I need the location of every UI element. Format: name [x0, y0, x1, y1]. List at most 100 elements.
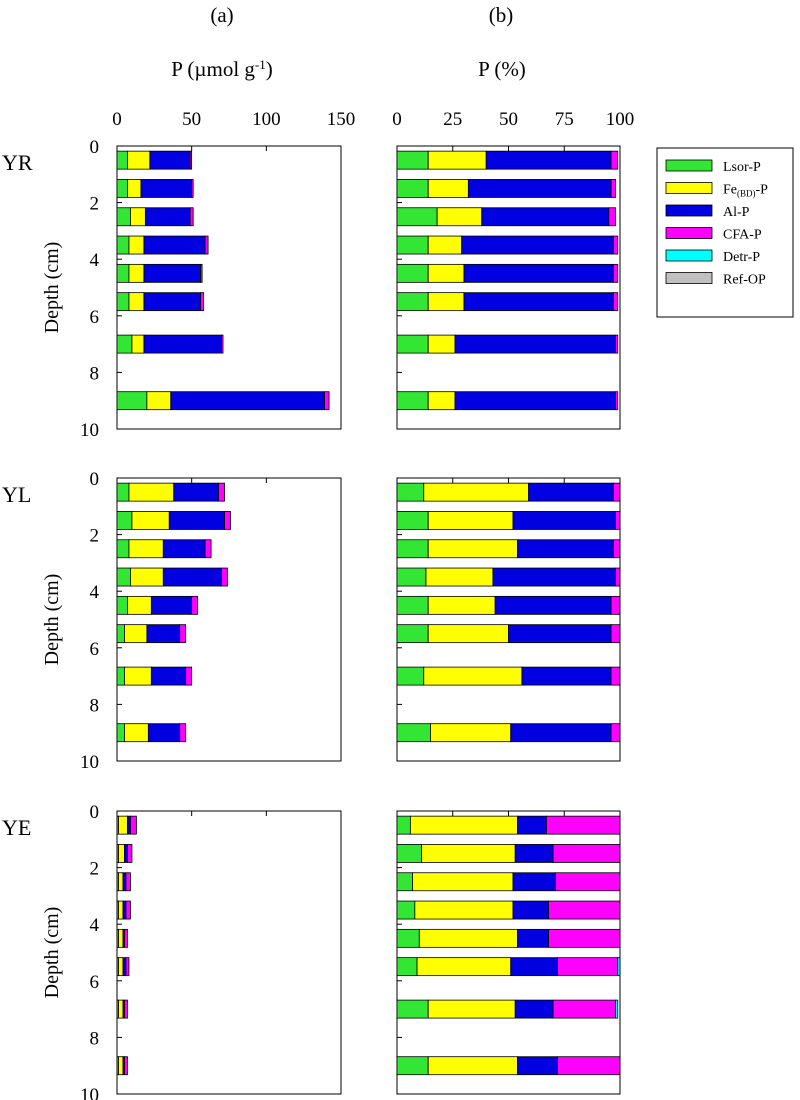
bar-segment-percent-fe-bd-p — [425, 567, 494, 587]
bar-segment-absolute-cfa-p — [200, 292, 205, 312]
bar-segment-percent-al-p — [528, 482, 614, 502]
bar-segment-percent-fe-bd-p — [427, 1056, 518, 1076]
bar-segment-percent-fe-bd-p — [427, 539, 518, 559]
bar-segment-absolute-cfa-p — [179, 723, 187, 743]
depth-tick-label: 2 — [90, 526, 100, 547]
bar-segment-percent-lsor-p — [396, 482, 425, 502]
bar-segment-percent-cfa-p — [610, 666, 621, 686]
depth-tick-label: 0 — [90, 137, 100, 158]
bar-segment-percent-lsor-p — [396, 511, 429, 530]
site-panel-ye: YE Depth (cm) 0 2 4 6 8 10 — [2, 802, 621, 1100]
bar-segment-percent-fe-bd-p — [427, 150, 487, 170]
bar-segment-absolute-fe-bd-p — [118, 872, 124, 892]
bar-segment-percent-fe-bd-p — [416, 957, 512, 977]
bar-segment-absolute-al-p — [168, 511, 225, 530]
bar-segment-percent-lsor-p — [396, 666, 425, 686]
depth-tick-label: 6 — [90, 307, 100, 328]
bar-segment-absolute-fe-bd-p — [131, 334, 145, 354]
bar-segment-absolute-al-p — [173, 482, 219, 502]
bar-segment-percent-cfa-p — [615, 567, 621, 587]
x-tick-label-pct: 75 — [555, 109, 574, 130]
bar-segment-percent-al-p — [514, 999, 554, 1019]
bar-segment-percent-lsor-p — [396, 900, 416, 920]
panel-a-title-main: P ( — [171, 57, 194, 81]
bar-segment-percent-cfa-p — [615, 334, 619, 354]
bar-segment-percent-al-p — [521, 666, 612, 686]
bar-segment-percent-cfa-p — [610, 595, 621, 615]
bar-segment-percent-cfa-p — [557, 957, 619, 977]
depth-axis-title: Depth (cm) — [41, 242, 63, 334]
bar-segment-percent-al-p — [463, 263, 614, 283]
bar-segment-percent-lsor-p — [396, 595, 429, 615]
bar-segment-absolute-fe-bd-p — [127, 179, 142, 198]
bar-segment-percent-cfa-p — [610, 179, 616, 198]
legend: Lsor-P Fe(BD)-P Al-P CFA-P Detr-P Ref-OP — [656, 147, 794, 318]
bar-segment-absolute-cfa-p — [224, 511, 231, 530]
bar-segment-percent-al-p — [454, 334, 616, 354]
bar-segment-percent-fe-bd-p — [427, 263, 465, 283]
bar-segment-percent-lsor-p — [396, 844, 422, 863]
bar-segment-percent-fe-bd-p — [427, 179, 469, 198]
legend-label: Al-P — [723, 205, 750, 220]
bar-segment-absolute-al-p — [170, 391, 325, 411]
bar-segment-absolute-al-p — [122, 957, 127, 977]
depth-tick-label: 4 — [90, 915, 100, 936]
panel-a-title-close: ) — [266, 57, 273, 81]
legend-label: Ref-OP — [723, 273, 766, 288]
depth-tick-label: 10 — [80, 1085, 99, 1100]
bar-segment-percent-lsor-p — [396, 235, 429, 255]
bar-segment-absolute-al-p — [143, 334, 222, 354]
bar-segment-absolute-fe-bd-p — [118, 1056, 124, 1076]
bar-segment-percent-al-p — [514, 844, 554, 863]
bar-segment-absolute-al-p — [149, 150, 191, 170]
x-tick-labels-absolute: 0 50 100 150 — [112, 109, 355, 130]
bar-segment-percent-fe-bd-p — [418, 928, 518, 948]
bar-segment-percent-lsor-p — [396, 872, 414, 892]
bar-segment-absolute-cfa-p — [124, 999, 128, 1019]
depth-tick-label: 10 — [80, 420, 99, 441]
legend-label: CFA-P — [723, 228, 762, 243]
legend-label: Detr-P — [723, 250, 760, 265]
bar-segment-percent-cfa-p — [552, 844, 621, 863]
plot-frame-absolute — [116, 145, 342, 430]
bar-segment-percent-fe-bd-p — [427, 391, 456, 411]
bar-segment-absolute-lsor-p — [116, 539, 130, 559]
bar-segment-percent-al-p — [485, 150, 612, 170]
depth-tick-label: 10 — [80, 752, 99, 773]
bar-segment-absolute-lsor-p — [116, 150, 128, 170]
bar-segment-percent-fe-bd-p — [427, 511, 514, 530]
legend-label-fe-tail: -P — [756, 183, 769, 198]
bar-segment-percent-fe-bd-p — [412, 872, 514, 892]
depth-tick-label: 2 — [90, 859, 100, 880]
bar-segment-percent-lsor-p — [396, 207, 438, 227]
legend-label-fe: Fe — [723, 183, 737, 198]
bar-segment-absolute-fe-bd-p — [127, 595, 152, 615]
bar-segment-percent-lsor-p — [396, 999, 429, 1019]
bar-segment-absolute-al-p — [140, 179, 193, 198]
bar-segment-absolute-fe-bd-p — [128, 292, 145, 312]
bar-segment-absolute-al-p — [162, 567, 222, 587]
bar-segment-absolute-cfa-p — [221, 334, 224, 354]
bar-segment-percent-lsor-p — [396, 624, 429, 644]
bar-segment-percent-al-p — [481, 207, 610, 227]
bar-segment-percent-cfa-p — [615, 391, 619, 411]
bar-segment-absolute-cfa-p — [185, 666, 193, 686]
site-panel-yl: YL Depth (cm) 0 2 4 6 8 10 — [2, 469, 621, 773]
bar-segment-percent-al-p — [510, 723, 612, 743]
bar-segment-absolute-cfa-p — [179, 624, 187, 644]
bar-segment-percent-al-p — [517, 815, 547, 835]
bar-segment-percent-cfa-p — [612, 235, 619, 255]
bar-segment-absolute-cfa-p — [204, 539, 212, 559]
bar-segment-absolute-cfa-p — [218, 482, 225, 502]
bar-segment-percent-fe-bd-p — [423, 666, 523, 686]
bar-segment-absolute-cfa-p — [125, 872, 131, 892]
bar-segment-percent-al-p — [512, 511, 616, 530]
bar-segment-absolute-al-p — [122, 872, 127, 892]
x-tick-label-abs: 100 — [252, 109, 281, 130]
bar-segment-absolute-fe-bd-p — [118, 815, 128, 835]
x-tick-labels-percent: 0 25 50 75 100 — [392, 109, 634, 130]
bar-segment-absolute-al-p — [143, 235, 206, 255]
bar-segment-absolute-al-p — [150, 595, 193, 615]
bar-segment-percent-fe-bd-p — [427, 624, 509, 644]
